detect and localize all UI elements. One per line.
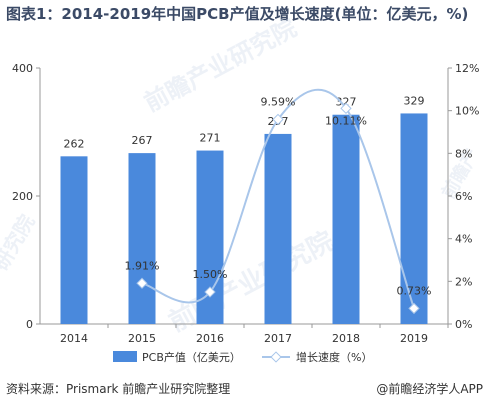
y-right-tick-label: 6% xyxy=(455,190,472,203)
legend-bar-label: PCB产值（亿美元） xyxy=(142,350,241,364)
brand-credit: @前瞻经济学人APP xyxy=(376,382,483,396)
growth-value-label: 9.59% xyxy=(261,95,296,108)
legend-bar-swatch xyxy=(113,351,137,362)
y-right-tick-label: 8% xyxy=(455,147,472,160)
legend-line-label: 增长速度（%） xyxy=(296,350,372,364)
bar-value-label: 262 xyxy=(64,137,85,150)
y-left-tick-label: 200 xyxy=(12,190,33,203)
x-tick-label: 2018 xyxy=(332,332,360,345)
growth-point xyxy=(272,113,284,126)
watermark: 前瞻产业研究院 xyxy=(164,225,339,338)
x-tick-label: 2015 xyxy=(128,332,156,345)
bar xyxy=(400,113,428,324)
growth-point xyxy=(136,277,148,289)
growth-value-label: 1.91% xyxy=(125,259,160,272)
x-tick-label: 2019 xyxy=(400,332,428,345)
y-right-tick-label: 4% xyxy=(455,233,472,246)
x-tick-label: 2016 xyxy=(196,332,224,345)
legend-line-marker xyxy=(270,351,282,363)
growth-point xyxy=(340,102,352,114)
y-right-tick-label: 2% xyxy=(455,275,472,288)
y-right-tick-label: 10% xyxy=(455,105,479,118)
y-left-tick-label: 0 xyxy=(26,318,33,331)
growth-point xyxy=(408,302,420,315)
bar-value-label: 327 xyxy=(336,96,357,109)
bar xyxy=(332,114,360,324)
bar xyxy=(196,150,224,324)
bar xyxy=(60,156,88,324)
bar-value-label: 267 xyxy=(132,134,153,147)
bar xyxy=(128,153,156,324)
bar xyxy=(264,133,292,324)
y-left-tick-label: 400 xyxy=(12,62,33,75)
growth-point xyxy=(204,286,216,298)
chart-title: 图表1：2014-2019年中国PCB产值及增长速度(单位：亿美元，%) xyxy=(6,5,469,23)
y-right-tick-label: 12% xyxy=(455,62,479,75)
x-tick-label: 2014 xyxy=(60,332,88,345)
growth-value-label: 10.11% xyxy=(325,114,367,127)
y-right-tick-label: 0% xyxy=(455,318,472,331)
bar-value-label: 329 xyxy=(404,94,425,107)
watermark: 研究院 xyxy=(0,211,39,275)
chart: 前瞻产业研究院前瞻产业研究院研究院前瞻产02004000%2%4%6%8%10%… xyxy=(0,14,483,364)
growth-value-label: 0.73% xyxy=(397,284,432,297)
source-note: 资料来源：Prismark 前瞻产业研究院整理 xyxy=(6,382,231,396)
bar-value-label: 271 xyxy=(200,132,221,145)
x-tick-label: 2017 xyxy=(264,332,292,345)
growth-value-label: 1.50% xyxy=(193,268,228,281)
